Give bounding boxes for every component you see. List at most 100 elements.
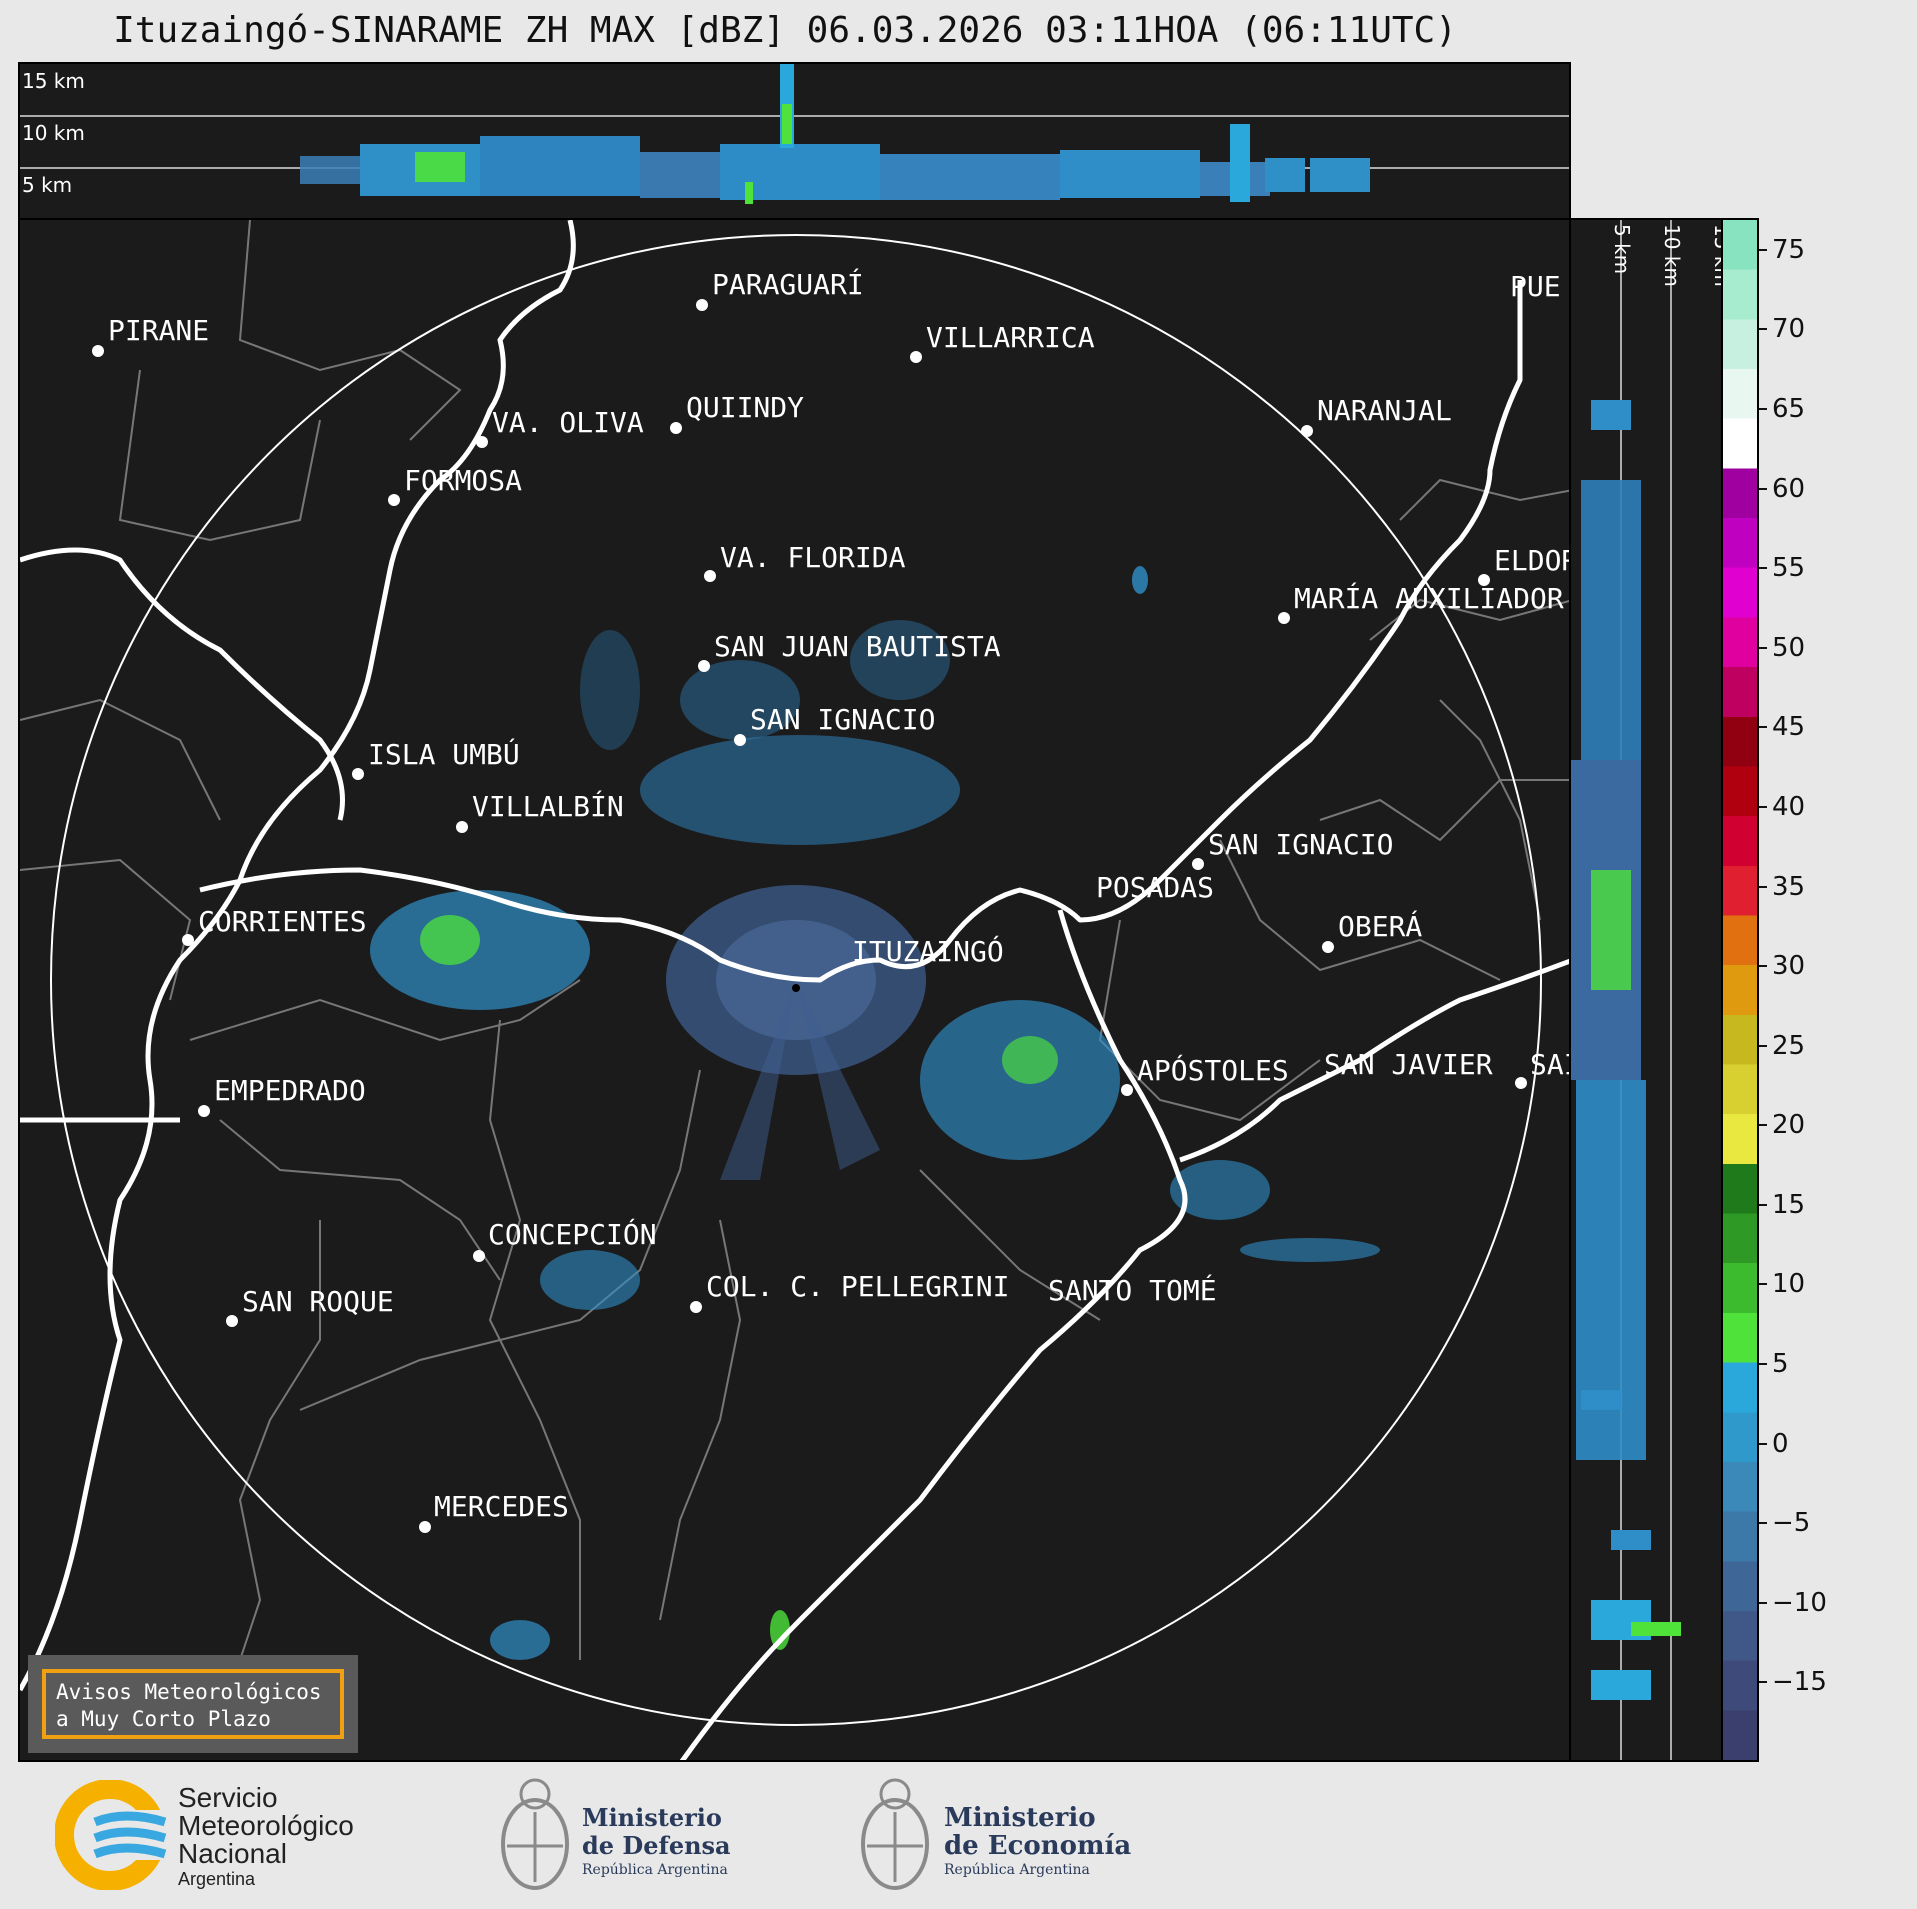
top-height-profile: 15 km 10 km 5 km (18, 62, 1571, 220)
city-label-santo-tome: SANTO TOMÉ (1048, 1273, 1217, 1307)
dbz-colorbar (1721, 218, 1759, 1762)
smn-line4: Argentina (178, 1869, 256, 1889)
colorbar-tick-mark (1759, 1203, 1767, 1206)
colorbar-tick-mark (1759, 1681, 1767, 1684)
city-label-maria-auxiliador: MARÍA AUXILIADOR (1294, 581, 1564, 615)
colorbar-tick-mark (1759, 1363, 1767, 1366)
colorbar-tick-mark (1759, 1283, 1767, 1286)
colorbar-tick-mark (1759, 1522, 1767, 1525)
city-label-mercedes: MERCEDES (434, 1490, 569, 1523)
city-label-paraguari: PARAGUARÍ (712, 267, 864, 301)
colorbar-tick-mark (1759, 805, 1767, 808)
city-label-pirane: PIRANE (108, 314, 209, 347)
side-height-profile: 5 km 10 km 15 km (1569, 218, 1723, 1762)
city-label-quiindy: QUIINDY (686, 391, 804, 424)
colorbar-tick-label: 65 (1772, 394, 1806, 424)
colorbar-tick-label: 35 (1772, 871, 1806, 902)
map-title: Ituzaingó-SINARAME ZH MAX [dBZ] 06.03.20… (113, 10, 1457, 51)
colorbar-tick-label: 45 (1772, 712, 1806, 743)
city-label-concepcion: CONCEPCIÓN (488, 1217, 657, 1251)
radar-map-canvas: PARAGUARÍ VILLARRICA PIRANE QUIINDY VA. … (20, 220, 1571, 1760)
colorbar-tick-label: 0 (1772, 1428, 1789, 1459)
colorbar-tick-mark (1759, 328, 1767, 331)
city-label-obera: OBERÁ (1338, 909, 1422, 943)
side-profile-label-15km: 15 km (1710, 224, 1723, 287)
colorbar-tick-label: 15 (1772, 1189, 1806, 1220)
economia-line2: de Economía (944, 1831, 1132, 1861)
economia-logo-text: Ministerio de Economía República Argenti… (944, 1804, 1131, 1880)
colorbar-tick-label: 70 (1772, 314, 1806, 345)
city-label-san-roque: SAN ROQUE (242, 1285, 394, 1318)
smn-logo-text: Servicio Meteorológico Nacional Argentin… (178, 1784, 354, 1890)
colorbar-tick-mark (1759, 408, 1767, 410)
colorbar-tick-mark (1759, 1044, 1767, 1047)
colorbar-tick-mark (1759, 965, 1767, 968)
defensa-logo-text: Ministerio de Defensa República Argentin… (582, 1804, 731, 1880)
city-label-va-oliva: VA. OLIVA (492, 406, 644, 439)
top-profile-canvas: 15 km 10 km 5 km (20, 64, 1569, 204)
city-label-pue: PUE (1510, 270, 1561, 303)
colorbar-tick-mark (1759, 1124, 1767, 1127)
smn-line2: Meteorológico (178, 1810, 354, 1841)
reflectivity-echoes (370, 566, 1380, 1660)
colorbar-tick-label: 10 (1772, 1269, 1806, 1300)
radar-map[interactable]: PARAGUARÍ VILLARRICA PIRANE QUIINDY VA. … (18, 218, 1571, 1762)
city-label-isla-umbu: ISLA UMBÚ (368, 737, 520, 771)
colorbar-tick-mark (1759, 726, 1767, 729)
aviso-line1: Avisos Meteorológicos (56, 1680, 322, 1704)
colorbar-tick-mark (1759, 248, 1767, 251)
city-label-naranjal: NARANJAL (1317, 394, 1452, 427)
city-label-posadas: POSADAS (1096, 871, 1214, 904)
defensa-line1: Ministerio (582, 1803, 722, 1832)
city-label-ituzaingo: ITUZAINGÓ (852, 934, 1004, 968)
smn-line3: Nacional (178, 1838, 287, 1869)
colorbar-tick-label: 75 (1772, 234, 1806, 265)
top-profile-label-10km: 10 km (22, 121, 85, 145)
smn-logo-icon (55, 1780, 170, 1890)
colorbar-tick-label: 50 (1772, 632, 1806, 663)
city-label-san-ignacio-py: SAN IGNACIO (750, 703, 935, 736)
colorbar-tick-label: 30 (1772, 951, 1806, 982)
city-label-va-florida: VA. FLORIDA (720, 541, 906, 574)
colorbar-tick-label: 20 (1772, 1110, 1806, 1141)
city-label-empedrado: EMPEDRADO (214, 1074, 366, 1107)
colorbar-tick-label: 25 (1772, 1030, 1806, 1061)
colorbar-tick-label: −15 (1772, 1667, 1827, 1698)
economia-line3: República Argentina (944, 1862, 1090, 1878)
economia-seal-icon (861, 1778, 929, 1890)
colorbar-tick-mark (1759, 1442, 1767, 1445)
smn-line1: Servicio (178, 1782, 278, 1813)
side-profile-label-5km: 5 km (1610, 224, 1634, 274)
city-label-eldor: ELDOR (1494, 544, 1571, 577)
side-profile-echoes (1571, 400, 1681, 1700)
radar-range-circle (50, 234, 1542, 1726)
city-label-apostoles: APÓSTOLES (1137, 1053, 1289, 1087)
colorbar-tick-label: −10 (1772, 1587, 1827, 1618)
colorbar-tick-mark (1759, 487, 1767, 490)
defensa-seal-icon (501, 1778, 569, 1890)
colorbar-tick-mark (1759, 885, 1767, 888)
side-profile-label-10km: 10 km (1660, 224, 1684, 287)
international-borders (20, 220, 1569, 1760)
city-label-villalbin: VILLALBÍN (472, 789, 624, 823)
city-label-sai: SAI (1530, 1048, 1571, 1081)
aviso-line2: a Muy Corto Plazo (56, 1707, 271, 1731)
colorbar-tick-label: 55 (1772, 553, 1806, 584)
aviso-box[interactable]: Avisos Meteorológicos a Muy Corto Plazo (28, 1655, 358, 1753)
city-label-formosa: FORMOSA (404, 464, 522, 497)
radar-site-marker (792, 984, 800, 992)
colorbar-tick-label: −5 (1772, 1508, 1811, 1539)
colorbar-tick-label: 5 (1772, 1349, 1789, 1380)
city-label-san-juan-bautista: SAN JUAN BAUTISTA (714, 630, 1001, 663)
colorbar-tick-mark (1759, 567, 1767, 570)
city-markers: PARAGUARÍ VILLARRICA PIRANE QUIINDY VA. … (92, 267, 1571, 1533)
city-label-san-ignacio-ar: SAN IGNACIO (1208, 828, 1393, 861)
colorbar-tick-label: 40 (1772, 791, 1806, 822)
defensa-line2: de Defensa (582, 1831, 731, 1860)
top-profile-echoes (300, 64, 1370, 204)
city-label-col-c-pellegrini: COL. C. PELLEGRINI (706, 1270, 1009, 1303)
city-label-villarrica: VILLARRICA (926, 321, 1095, 354)
defensa-line3: República Argentina (582, 1862, 728, 1878)
colorbar-tick-mark (1759, 1601, 1767, 1604)
city-label-san-javier: SAN JAVIER (1324, 1048, 1493, 1081)
